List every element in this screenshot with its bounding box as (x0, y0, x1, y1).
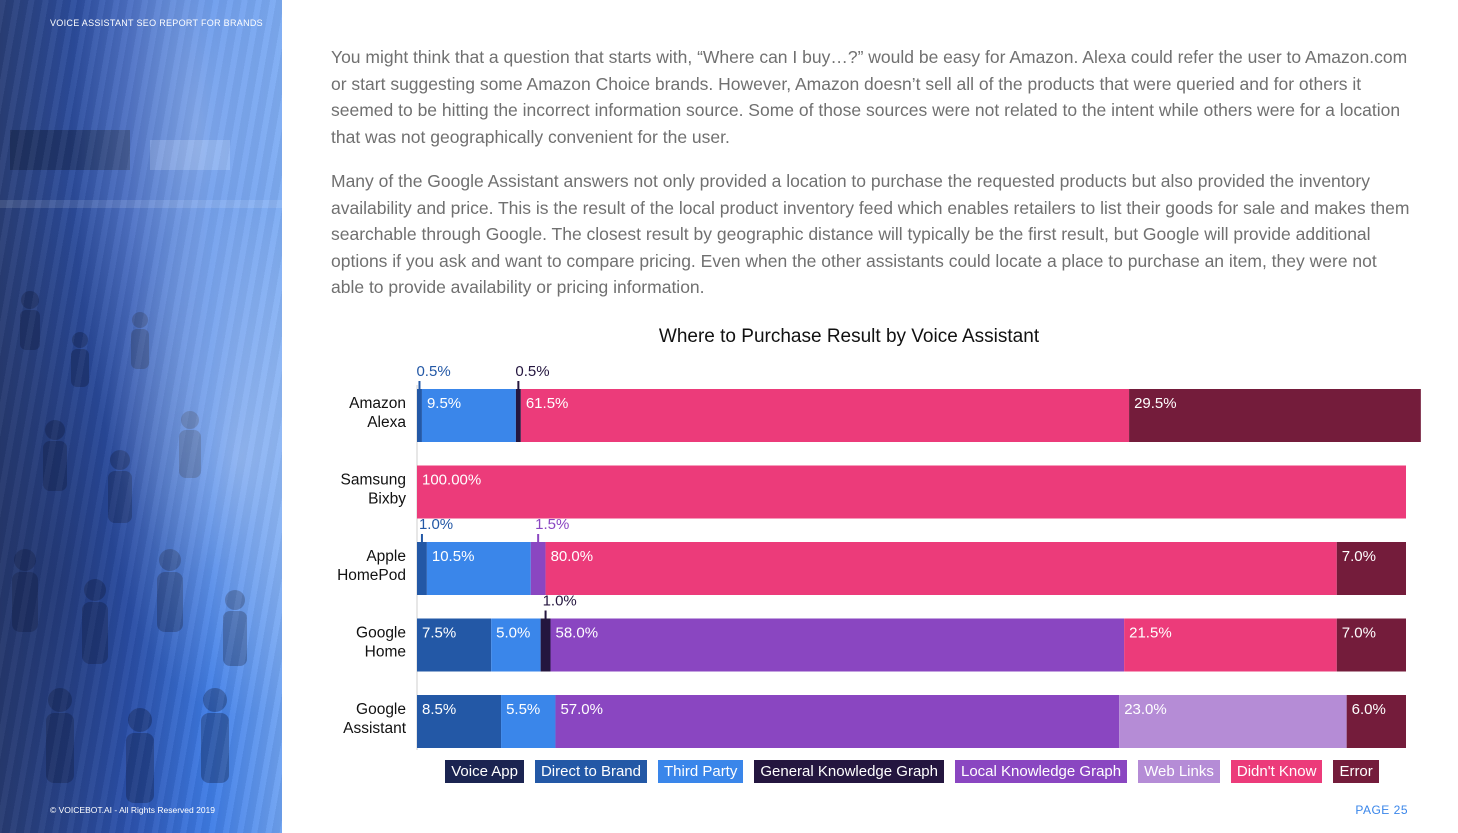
data-label: 5.5% (506, 701, 540, 718)
data-label: 5.0% (496, 625, 530, 642)
data-label: 80.0% (551, 548, 594, 565)
bar-segment (417, 465, 1406, 519)
bar-segment (520, 389, 1130, 442)
bar-segment (417, 542, 427, 595)
bar-segment (515, 389, 521, 442)
category-label: Samsung Bixby (341, 472, 407, 508)
category-label: Apple HomePod (337, 548, 406, 584)
bar-segment (530, 542, 546, 595)
bar-segment (417, 389, 422, 442)
paragraph-google: Many of the Google Assistant answers not… (331, 171, 1410, 297)
bar-segment (421, 389, 516, 442)
category-label: Amazon Alexa (349, 395, 406, 431)
data-label: 7.0% (1342, 625, 1376, 642)
category-label: Google Assistant (343, 701, 407, 737)
chart-legend: Voice App Direct to Brand Third Party Gener… (417, 760, 1407, 783)
data-label: 6.0% (1352, 701, 1386, 718)
sidebar-photo-panel: VOICE ASSISTANT SEO REPORT FOR BRANDS © … (0, 0, 282, 833)
legend-item: Error (1333, 760, 1379, 783)
bar-segment (550, 618, 1125, 672)
category-label: Google Home (356, 625, 406, 661)
chart-title: Where to Purchase Result by Voice Assist… (658, 326, 1040, 347)
data-label: 29.5% (1134, 395, 1177, 412)
bar-segment (491, 618, 541, 672)
legend-item: Web Links (1138, 760, 1220, 783)
data-label: 21.5% (1129, 625, 1172, 642)
data-label: 1.0% (419, 516, 453, 533)
legend-item: Voice App (445, 760, 524, 783)
stacked-bar-chart: Amazon Alexa 0.5% 9.5% 0.5% 61.5% 29.5% Samsung… (337, 363, 1421, 750)
bar-segment (1336, 542, 1406, 595)
data-label: 57.0% (560, 701, 603, 718)
data-label: 100.00% (422, 472, 481, 489)
legend-item: Didn't Know (1230, 760, 1323, 783)
data-label: 61.5% (526, 395, 569, 412)
data-label: 0.5% (515, 363, 549, 380)
data-label: 58.0% (556, 625, 599, 642)
data-label: 7.0% (1342, 548, 1376, 565)
legend-item: General Knowledge Graph (754, 760, 944, 783)
bar-segment (417, 695, 502, 748)
bar-segment (1124, 618, 1337, 672)
bar-segment (545, 542, 1337, 595)
legend-item: Third Party (658, 760, 744, 783)
bar-segment (540, 618, 551, 672)
data-label: 7.5% (422, 625, 456, 642)
data-label: 1.5% (535, 516, 569, 533)
bar-segment (1346, 695, 1406, 748)
legend-item: Local Knowledge Graph (954, 760, 1128, 783)
bar-segment (1119, 695, 1347, 748)
bar-segment (1129, 389, 1421, 442)
copyright-notice: © VOICEBOT.AI - All Rights Reserved 2019 (50, 805, 215, 815)
crowd-photo-image (0, 130, 282, 803)
data-label: 8.5% (422, 701, 456, 718)
paragraph-amazon: You might think that a question that sta… (331, 47, 1408, 147)
data-label: 10.5% (432, 548, 475, 565)
bar-segment (501, 695, 556, 748)
data-label: 0.5% (416, 363, 450, 380)
page-number: PAGE 25 (1355, 803, 1408, 817)
bar-segment (426, 542, 531, 595)
data-label: 23.0% (1124, 701, 1167, 718)
photo-overlay (0, 0, 282, 833)
data-label: 1.0% (543, 593, 577, 610)
document-title: VOICE ASSISTANT SEO REPORT FOR BRANDS (50, 18, 263, 28)
bar-segment (417, 618, 492, 672)
legend-item: Direct to Brand (534, 760, 647, 783)
bar-segment (555, 695, 1120, 748)
data-label: 9.5% (427, 395, 461, 412)
bar-segment (1336, 618, 1406, 672)
